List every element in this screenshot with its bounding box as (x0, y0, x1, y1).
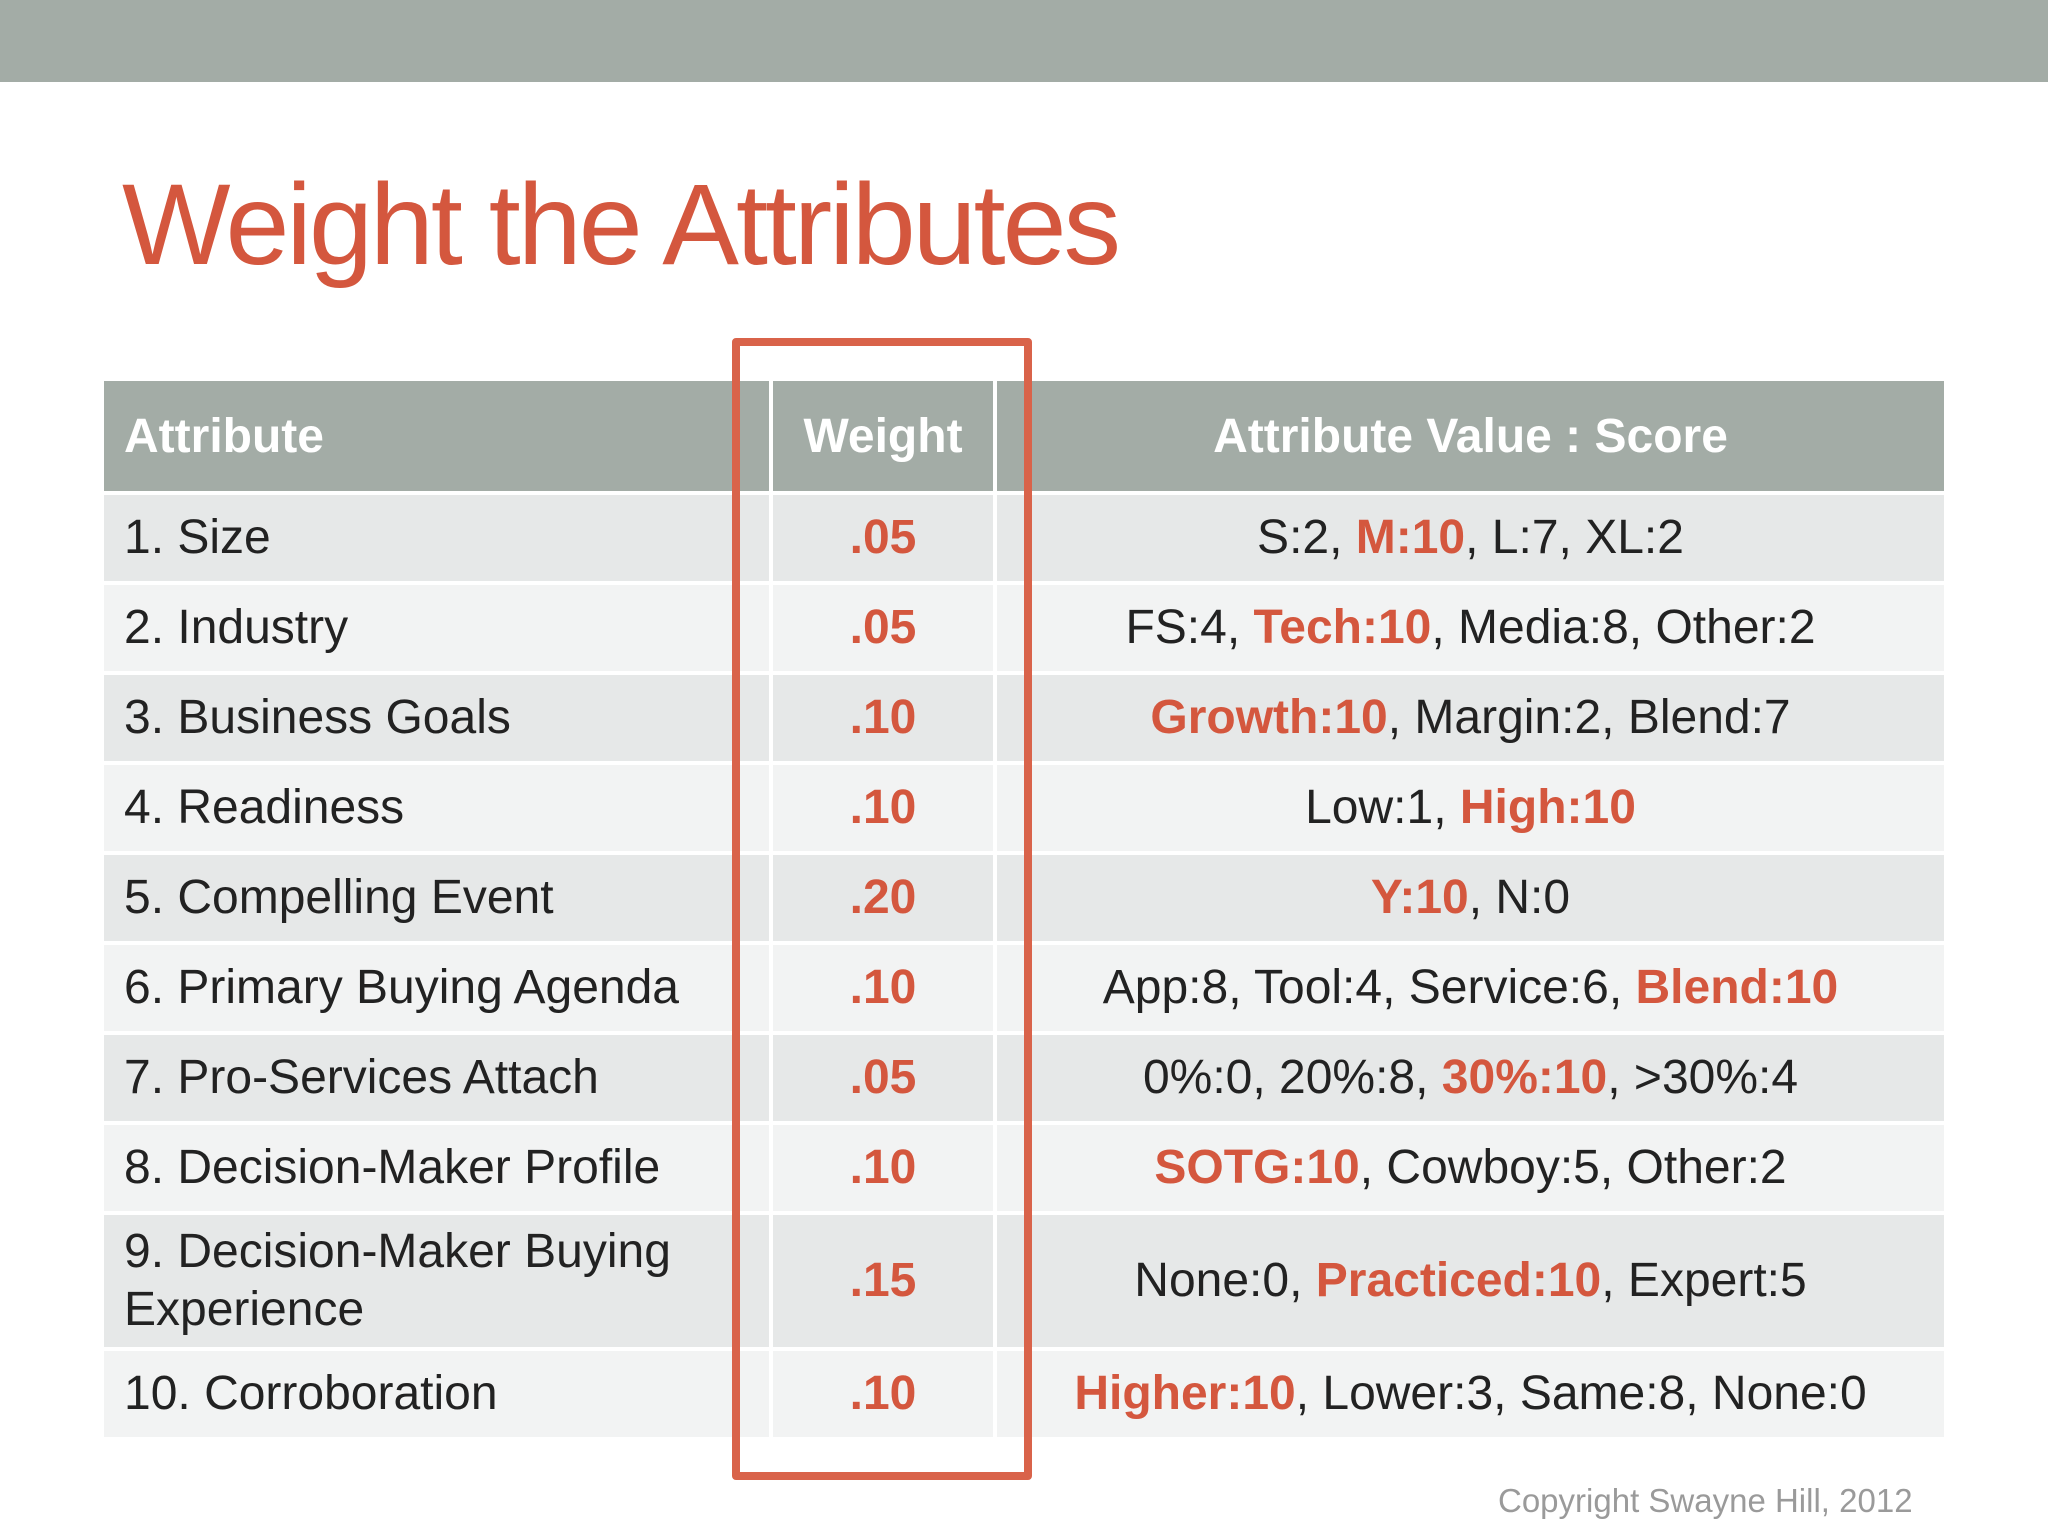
header-attribute-value-score: Attribute Value : Score (995, 381, 1944, 495)
score-cell: 0%:0, 20%:8, 30%:10, >30%:4 (995, 1031, 1944, 1123)
table-row: 10. Corroboration .10 Higher:10, Lower:3, … (104, 1347, 1944, 1437)
score-value-text: , Media:8, Other:2 (1431, 601, 1816, 655)
attribute-cell: 5. Compelling Event (104, 851, 771, 943)
weight-cell: .15 (769, 1211, 997, 1349)
weight-cell: .10 (769, 1347, 997, 1437)
table-row: 2. Industry .05 FS:4, Tech:10, Media:8, Ot… (104, 581, 1944, 673)
preferred-score-value: High:10 (1459, 781, 1636, 835)
weight-cell: .05 (769, 1031, 997, 1123)
score-value-text: , Margin:2, Blend:7 (1387, 691, 1791, 745)
attribute-cell: 4. Readiness (104, 761, 771, 853)
table-header-row: Attribute Weight Attribute Value : Score (104, 381, 1944, 495)
score-value-text: , >30%:4 (1607, 1051, 1799, 1105)
attribute-cell: 10. Corroboration (104, 1347, 771, 1437)
attribute-cell: 3. Business Goals (104, 671, 771, 763)
table-row: 3. Business Goals .10 Growth:10, Margin:2,… (104, 671, 1944, 763)
table-row: 6. Primary Buying Agenda .10 App:8, Tool:4… (104, 941, 1944, 1033)
table-row: 7. Pro-Services Attach .05 0%:0, 20%:8, 30… (104, 1031, 1944, 1123)
score-value-text: , N:0 (1468, 871, 1571, 925)
score-cell: S:2, M:10, L:7, XL:2 (995, 491, 1944, 583)
attribute-cell: 7. Pro-Services Attach (104, 1031, 771, 1123)
table-row: 1. Size .05 S:2, M:10, L:7, XL:2 (104, 491, 1944, 583)
attribute-weight-table: Attribute Weight Attribute Value : Score… (104, 381, 1944, 1437)
attribute-cell: 1. Size (104, 491, 771, 583)
table-row: 4. Readiness .10 Low:1, High:10 (104, 761, 1944, 853)
weight-cell: .10 (769, 941, 997, 1033)
slide-title: Weight the Attributes (122, 161, 1121, 289)
weight-cell: .10 (769, 1121, 997, 1213)
preferred-score-value: 30%:10 (1441, 1051, 1608, 1105)
score-cell: Low:1, High:10 (995, 761, 1944, 853)
weight-cell: .05 (769, 491, 997, 583)
weight-cell: .10 (769, 761, 997, 853)
attribute-cell: 9. Decision-Maker Buying Experience (104, 1211, 771, 1349)
table-row: 5. Compelling Event .20 Y:10, N:0 (104, 851, 1944, 943)
attribute-cell: 2. Industry (104, 581, 771, 673)
score-value-text: , Cowboy:5, Other:2 (1359, 1141, 1787, 1195)
score-cell: FS:4, Tech:10, Media:8, Other:2 (995, 581, 1944, 673)
top-banner-bar (0, 0, 2048, 82)
table-row: 9. Decision-Maker Buying Experience .15 No… (104, 1211, 1944, 1349)
preferred-score-value: Tech:10 (1253, 601, 1432, 655)
preferred-score-value: Practiced:10 (1315, 1254, 1602, 1308)
header-attribute: Attribute (104, 381, 771, 495)
score-value-text: FS:4, (1125, 601, 1254, 655)
attribute-cell: 8. Decision-Maker Profile (104, 1121, 771, 1213)
copyright-notice: Copyright Swayne Hill, 2012 (1498, 1482, 1913, 1519)
score-cell: None:0, Practiced:10, Expert:5 (995, 1211, 1944, 1349)
score-cell: SOTG:10, Cowboy:5, Other:2 (995, 1121, 1944, 1213)
score-value-text: None:0, (1134, 1254, 1316, 1308)
header-weight: Weight (769, 381, 997, 495)
preferred-score-value: Higher:10 (1074, 1367, 1296, 1421)
weight-cell: .20 (769, 851, 997, 943)
score-value-text: , L:7, XL:2 (1465, 511, 1684, 565)
preferred-score-value: Blend:10 (1635, 961, 1839, 1015)
score-cell: Growth:10, Margin:2, Blend:7 (995, 671, 1944, 763)
table-body: 1. Size .05 S:2, M:10, L:7, XL:2 2. Industr… (104, 491, 1944, 1437)
score-value-text: S:2, (1257, 511, 1356, 565)
score-value-text: 0%:0, 20%:8, (1142, 1051, 1442, 1105)
preferred-score-value: Y:10 (1370, 871, 1469, 925)
table-row: 8. Decision-Maker Profile .10 SOTG:10, Cow… (104, 1121, 1944, 1213)
preferred-score-value: Growth:10 (1150, 691, 1388, 745)
score-cell: Higher:10, Lower:3, Same:8, None:0 (995, 1347, 1944, 1437)
score-cell: Y:10, N:0 (995, 851, 1944, 943)
score-cell: App:8, Tool:4, Service:6, Blend:10 (995, 941, 1944, 1033)
weight-cell: .10 (769, 671, 997, 763)
preferred-score-value: M:10 (1355, 511, 1466, 565)
score-value-text: Low:1, (1305, 781, 1460, 835)
score-value-text: App:8, Tool:4, Service:6, (1102, 961, 1636, 1015)
attribute-cell: 6. Primary Buying Agenda (104, 941, 771, 1033)
preferred-score-value: SOTG:10 (1154, 1141, 1360, 1195)
score-value-text: , Lower:3, Same:8, None:0 (1295, 1367, 1867, 1421)
score-value-text: , Expert:5 (1601, 1254, 1807, 1308)
weight-cell: .05 (769, 581, 997, 673)
